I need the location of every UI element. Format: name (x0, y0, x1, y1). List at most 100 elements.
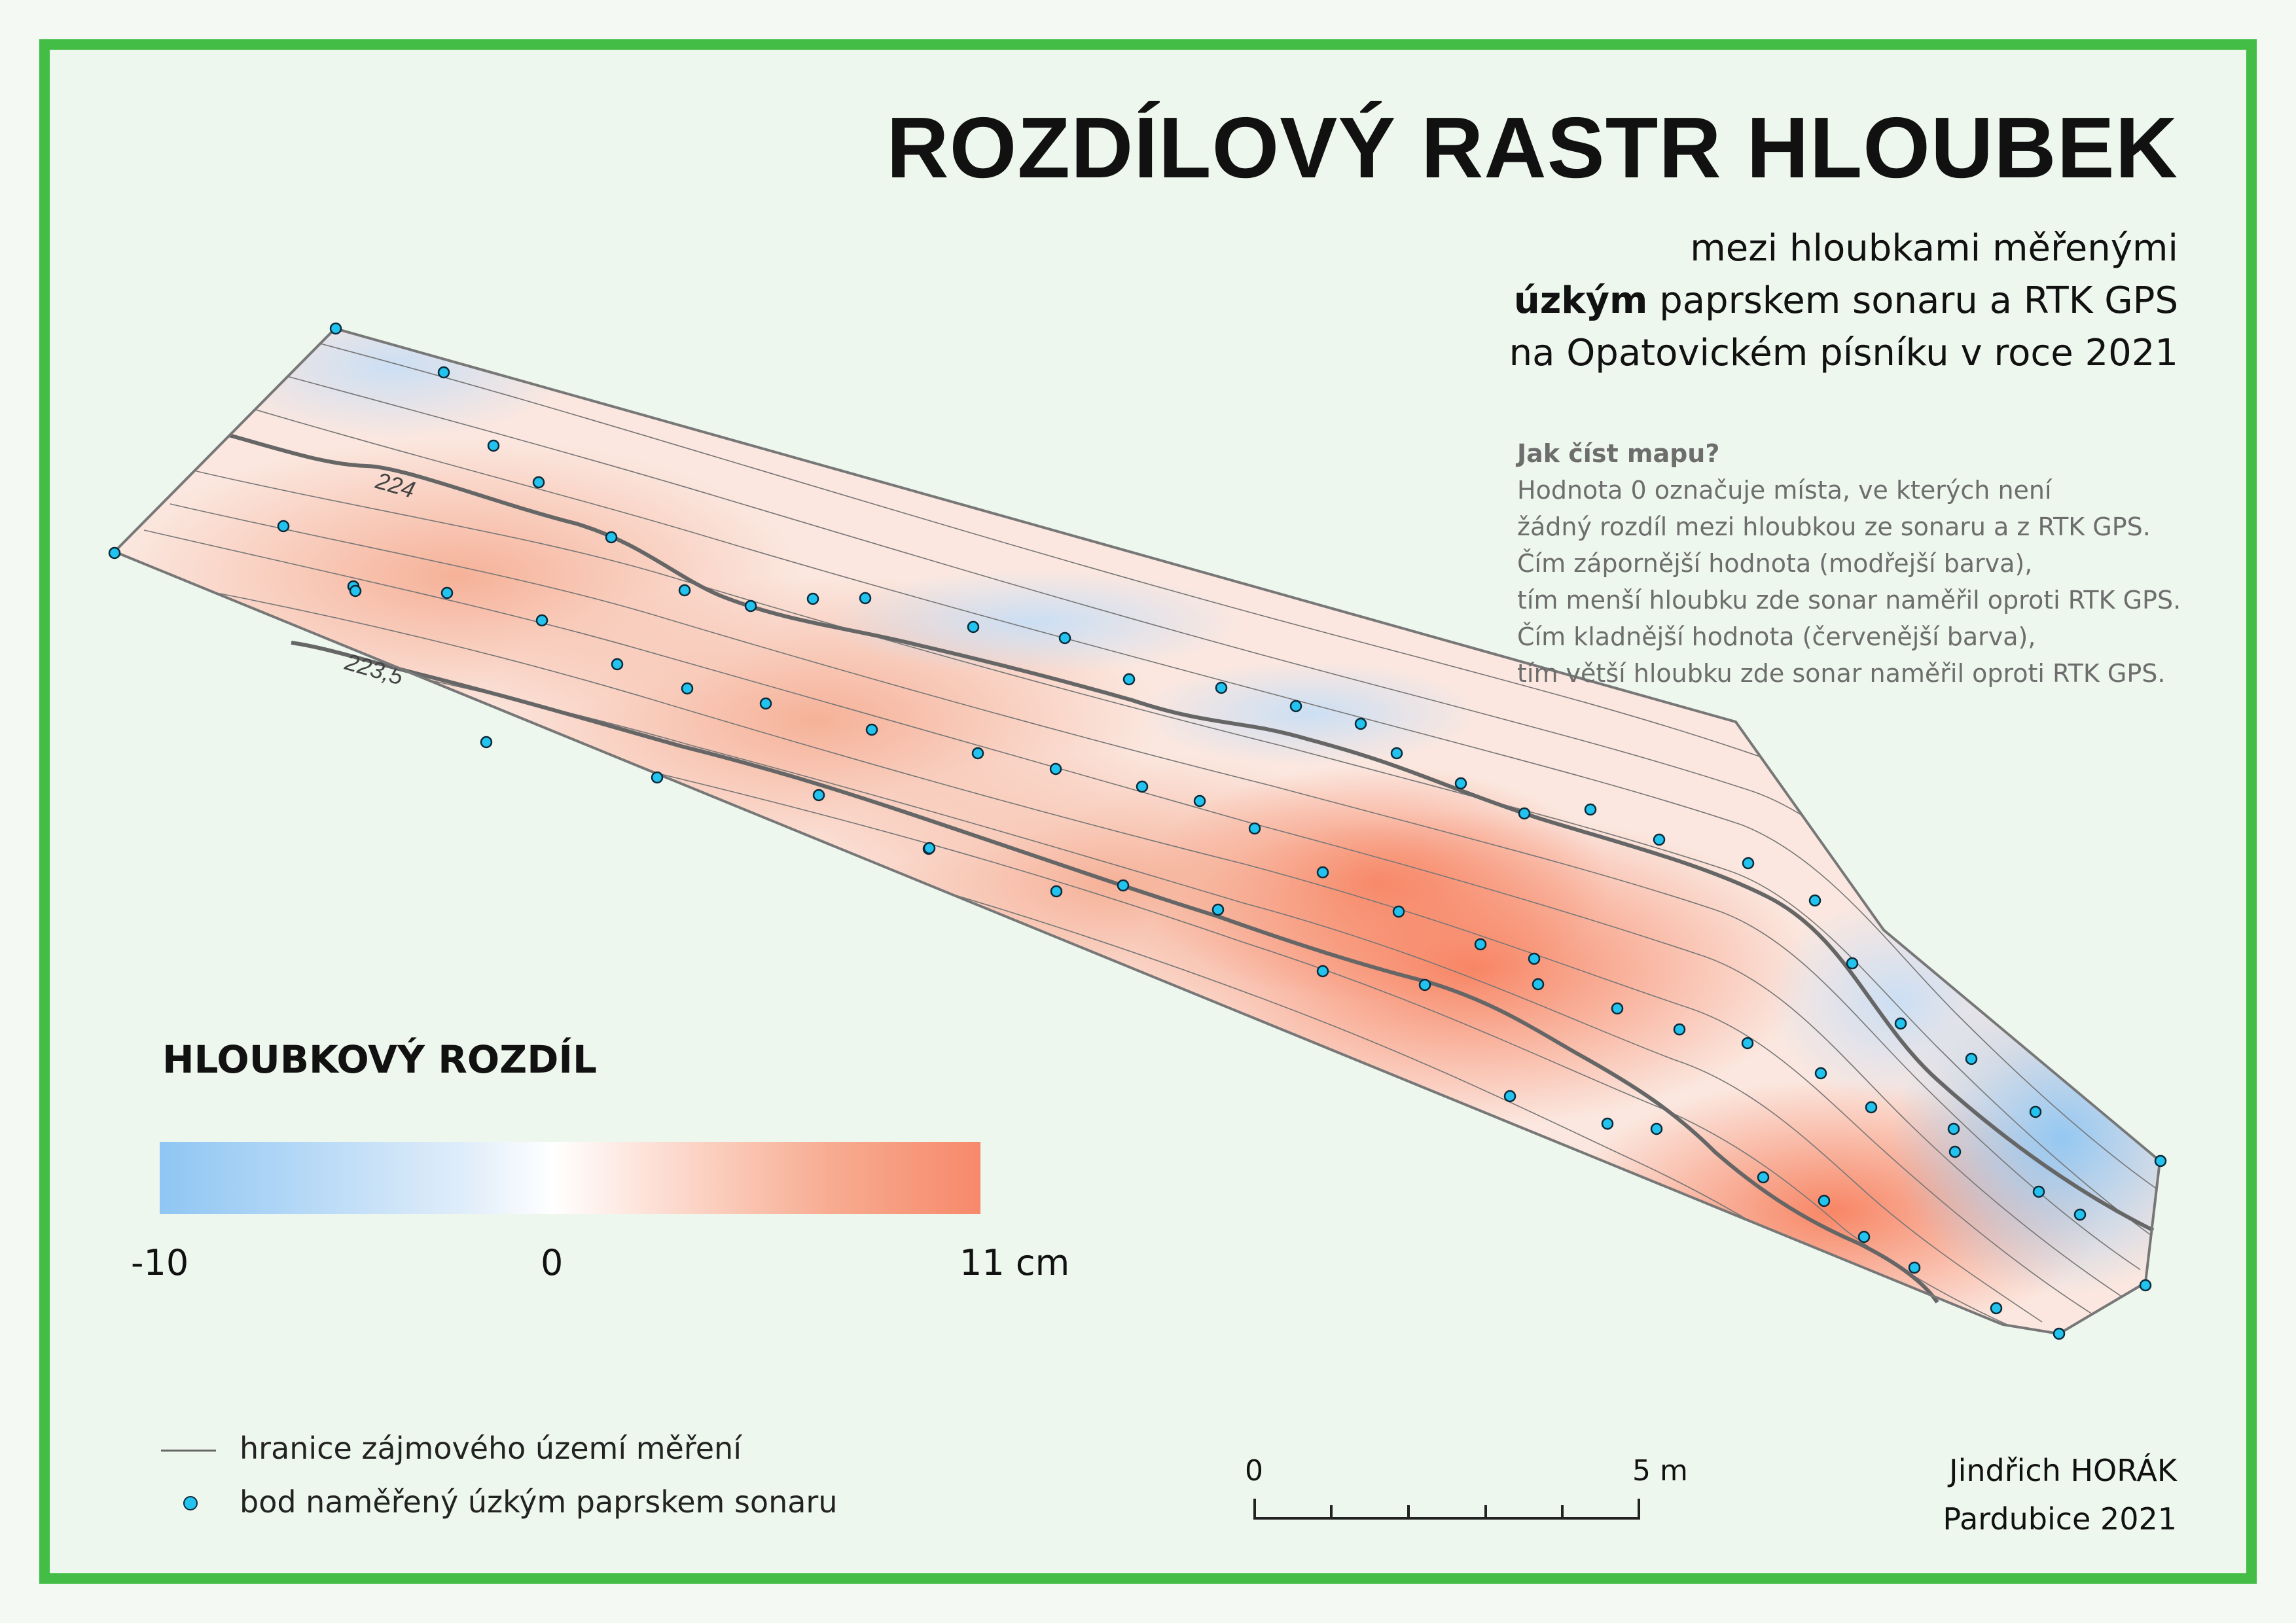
how-to-read-line: Čím kladnější hodnota (červenější barva)… (1517, 622, 2036, 651)
subtitle-line-2-rest: paprskem sonaru a RTK GPS (1647, 279, 2178, 322)
sonar-point (1742, 857, 1755, 870)
map-subtitle: mezi hloubkami měřenými úzkým paprskem s… (1509, 223, 2178, 380)
sonar-point (437, 366, 450, 379)
sonar-point (1049, 762, 1062, 776)
sonar-point (1990, 1302, 2003, 1315)
sonar-point (812, 789, 825, 802)
sonar-point (1653, 833, 1666, 846)
sonar-point (480, 736, 493, 749)
author-name: Jindřich HORÁK (1949, 1453, 2177, 1488)
sonar-points (108, 322, 2167, 1340)
subtitle-line-3: na Opatovickém písníku v roce 2021 (1509, 332, 2178, 374)
sonar-point (487, 439, 500, 452)
sonar-point (108, 546, 121, 560)
sonar-point (1454, 777, 1467, 790)
legend-min-label: -10 (131, 1242, 189, 1283)
sonar-point (1947, 1122, 1960, 1135)
sonar-point (1316, 965, 1329, 978)
map-title: ROZDÍLOVÝ RASTR HLOUBEK (886, 99, 2178, 196)
sonar-point (2154, 1154, 2167, 1168)
point-legend-symbol (183, 1496, 198, 1510)
sonar-point (1650, 1122, 1663, 1135)
how-to-read-line: Čím zápornější hodnota (modřejší barva), (1517, 549, 2033, 578)
sonar-point (865, 723, 878, 736)
subtitle-line-2: úzkým paprskem sonaru a RTK GPS (1509, 275, 2178, 327)
sonar-point (1474, 938, 1487, 951)
sonar-point (2032, 1185, 2045, 1198)
sonar-point (349, 584, 362, 597)
sonar-point (535, 614, 548, 627)
sonar-point (1392, 905, 1405, 918)
sonar-point (1122, 673, 1136, 686)
sonar-point (277, 520, 290, 533)
scale-start-label: 0 (1245, 1454, 1263, 1488)
sonar-point (681, 682, 694, 695)
sonar-point (1248, 822, 1261, 835)
legend-max-label: 11 cm (960, 1242, 1070, 1283)
sonar-point (1757, 1171, 1770, 1184)
sonar-point (1611, 1002, 1624, 1015)
sonar-point (1814, 1067, 1827, 1080)
sonar-point (1215, 681, 1228, 694)
sonar-point (744, 599, 757, 613)
sonar-point (651, 771, 664, 784)
sonar-point (859, 592, 872, 605)
boundary-legend-symbol (161, 1450, 216, 1452)
sonar-point (1316, 866, 1329, 879)
sonar-point (1518, 807, 1531, 820)
how-to-read-line: tím menší hloubku zde sonar naměřil opro… (1517, 586, 2181, 615)
subtitle-line-1: mezi hloubkami měřenými (1690, 227, 2178, 270)
sonar-point (1418, 978, 1431, 991)
sonar-point (605, 531, 618, 544)
color-ramp (160, 1142, 980, 1214)
how-to-read-heading: Jak číst mapu? (1517, 439, 1720, 468)
sonar-point (1948, 1145, 1962, 1158)
sonar-point (1808, 894, 1821, 907)
sonar-point (923, 842, 936, 855)
sonar-point (678, 584, 691, 597)
sonar-point (611, 658, 624, 671)
sonar-point (1865, 1101, 1878, 1114)
sonar-point (329, 322, 342, 335)
sonar-point (2139, 1279, 2152, 1292)
sonar-point (1390, 747, 1403, 760)
sonar-point (2073, 1208, 2087, 1221)
how-to-read-line: tím větší hloubku zde sonar naměřil opro… (1517, 659, 2166, 688)
sonar-point (1193, 794, 1206, 808)
point-legend-label: bod naměřený úzkým paprskem sonaru (240, 1484, 838, 1520)
sonar-point (2053, 1327, 2066, 1340)
sonar-point (532, 476, 545, 489)
subtitle-bold-word: úzkým (1513, 279, 1648, 322)
legend-title: HLOUBKOVÝ ROZDÍL (162, 1037, 597, 1082)
author-place-year: Pardubice 2021 (1943, 1501, 2177, 1537)
sonar-point (1503, 1090, 1516, 1103)
sonar-point (1117, 879, 1130, 892)
sonar-point (1857, 1230, 1871, 1243)
how-to-read-line: žádný rozdíl mezi hloubkou ze sonaru a z… (1517, 512, 2151, 541)
author-block: Jindřich HORÁK Pardubice 2021 (1943, 1446, 2177, 1543)
how-to-read: Jak číst mapu? Hodnota 0 označuje místa,… (1517, 435, 2181, 692)
sonar-point (1211, 903, 1225, 916)
sonar-point (967, 620, 980, 633)
sonar-point (1601, 1117, 1614, 1130)
sonar-point (971, 747, 984, 760)
scale-bar (1253, 1499, 1640, 1520)
sonar-point (1136, 780, 1149, 793)
sonar-point (1058, 632, 1071, 645)
sonar-point (1846, 957, 1859, 970)
major-contours (228, 433, 2155, 1304)
sonar-point (1528, 952, 1541, 965)
sonar-point (1050, 885, 1063, 898)
sonar-point (1354, 717, 1367, 730)
sonar-point (1584, 803, 1597, 816)
sonar-point (806, 592, 819, 605)
sonar-point (1741, 1037, 1754, 1050)
sonar-point (1673, 1023, 1686, 1036)
sonar-point (2029, 1105, 2042, 1118)
sonar-point (1818, 1194, 1831, 1207)
sonar-point (1289, 700, 1302, 713)
sonar-point (1908, 1261, 1921, 1274)
boundary-legend-label: hranice zájmového území měření (240, 1431, 742, 1466)
sonar-point (1965, 1052, 1978, 1065)
